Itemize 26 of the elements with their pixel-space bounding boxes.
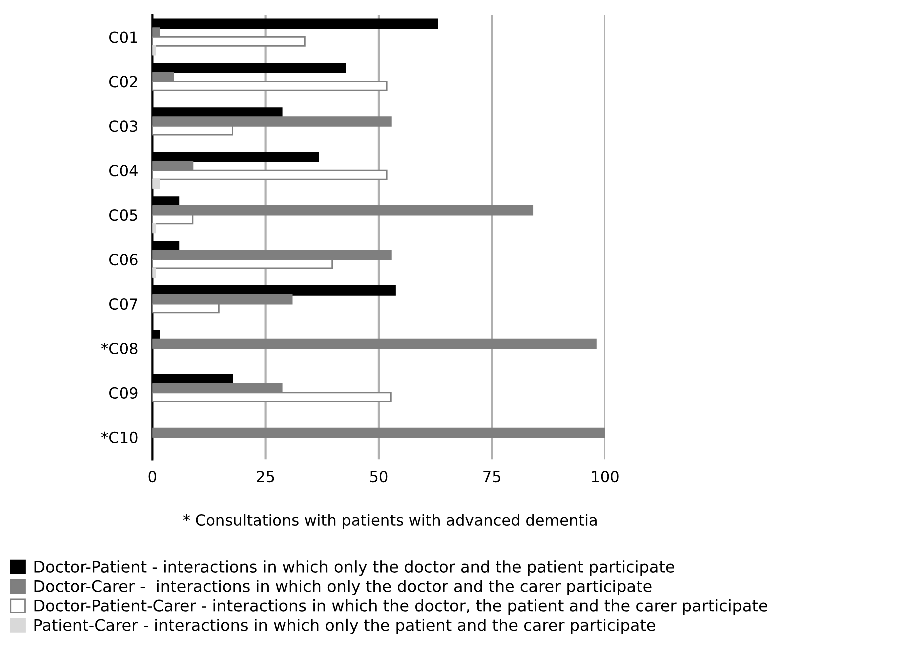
bar — [152, 268, 157, 278]
y-tick-label: *C10 — [101, 432, 138, 444]
legend-label: Doctor-Patient-Carer - interactions in which the doctor, the patient and the carer participate — [34, 600, 768, 615]
legend-label: Patient-Carer - interactions in which only the patient and the carer participate — [34, 618, 656, 634]
y-tick-label: C06 — [110, 254, 138, 266]
legend-label: Doctor-Carer - interactions in which only the doctor and the carer participate — [34, 580, 652, 596]
legend-label: Doctor-Patient - interactions in which only the doctor and the patient participate — [34, 560, 674, 576]
bar — [152, 428, 606, 438]
bar — [152, 223, 157, 234]
x-tick-label: 0 — [148, 471, 157, 483]
x-tick-label: 75 — [484, 471, 500, 483]
bar — [152, 45, 157, 56]
x-tick-label: 25 — [257, 471, 274, 483]
x-tick-label: 100 — [592, 471, 619, 483]
y-tick-label: C05 — [110, 210, 138, 222]
x-tick-label: 50 — [370, 471, 388, 483]
y-tick-label: C01 — [110, 32, 138, 44]
bar — [152, 178, 160, 190]
y-tick-label: C02 — [110, 76, 138, 88]
bar — [152, 338, 597, 350]
y-tick-label: C03 — [110, 120, 138, 132]
text: * Consultations with patients with advanced dementia — [183, 514, 597, 529]
y-tick-label: *C08 — [101, 342, 138, 355]
y-tick-label: C04 — [110, 165, 138, 177]
y-tick-label: C07 — [110, 298, 138, 310]
y-tick-label: C09 — [110, 387, 138, 399]
